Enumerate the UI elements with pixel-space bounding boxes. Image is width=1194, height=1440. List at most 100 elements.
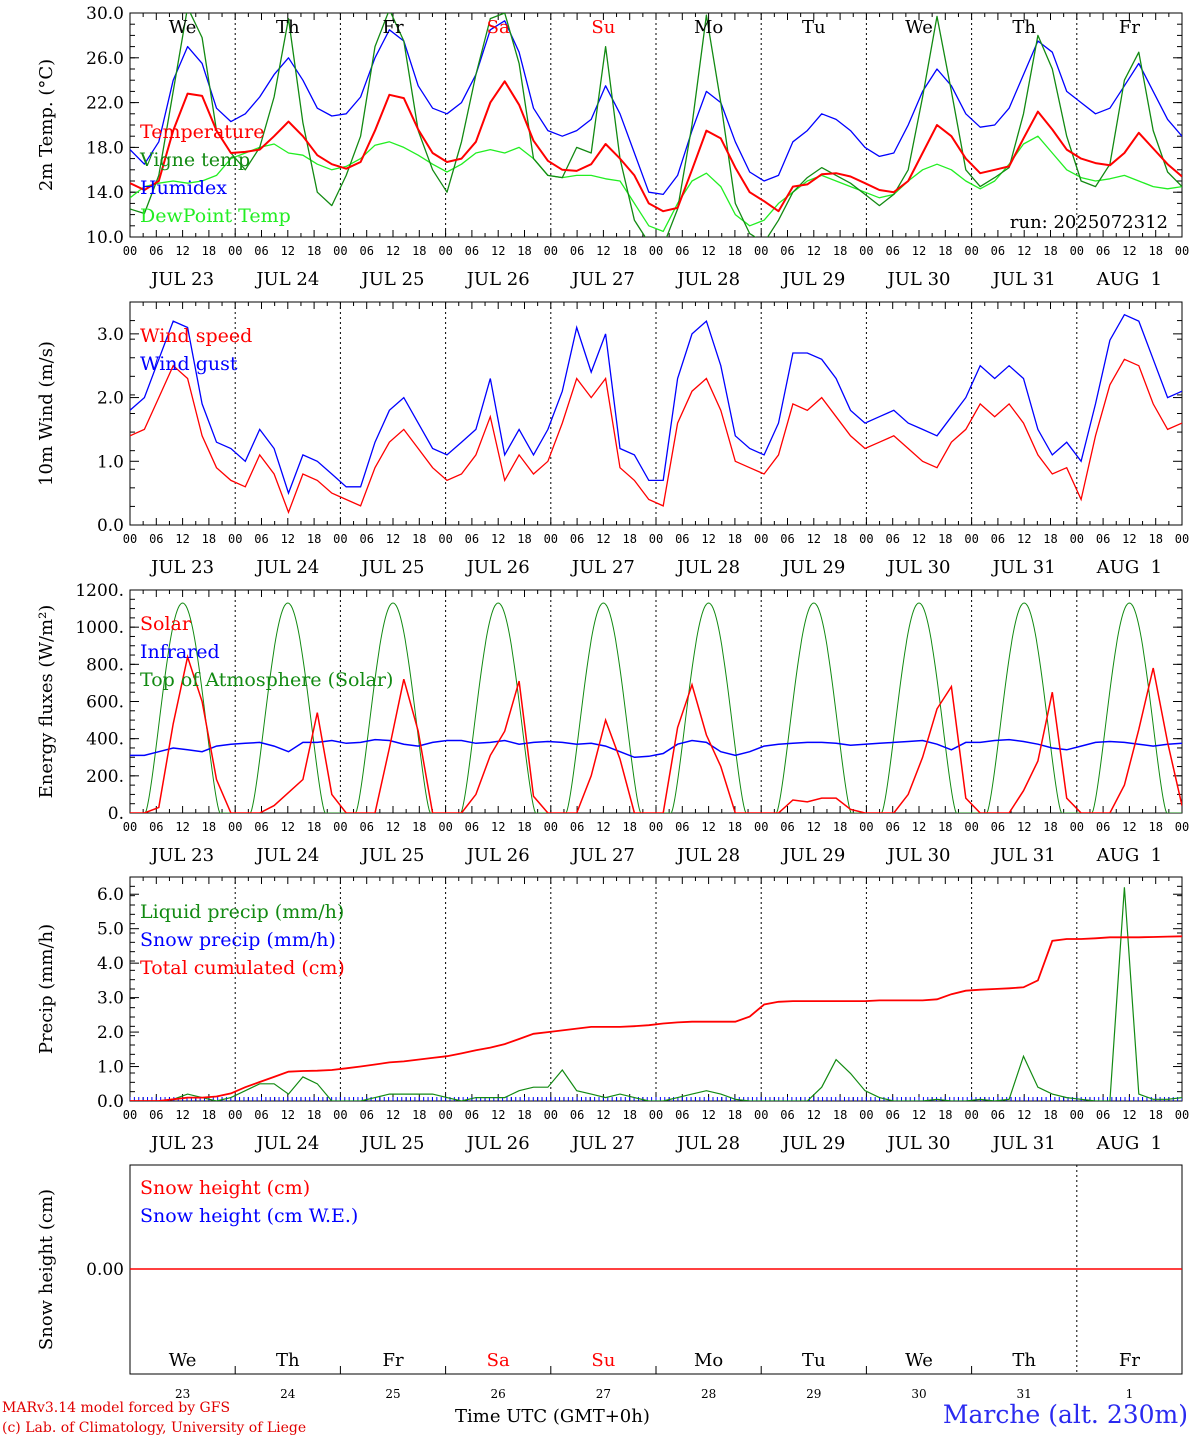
y-tick-label: 0.0 xyxy=(97,1092,124,1112)
y-axis-label: Energy fluxes (W/m²) xyxy=(36,605,57,799)
day-label: JUL 31 xyxy=(991,269,1056,290)
hour-tick-label: 00 xyxy=(964,244,978,258)
legend-entry: DewPoint Temp xyxy=(140,205,291,227)
hour-tick-label: 12 xyxy=(1017,1108,1031,1122)
hour-tick-label: 12 xyxy=(281,820,295,834)
hour-tick-label: 06 xyxy=(1096,820,1110,834)
hour-tick-label: 00 xyxy=(964,532,978,546)
hour-tick-label: 18 xyxy=(412,532,426,546)
weekday-label: We xyxy=(905,1350,933,1371)
legend-entry: Total cumulated (cm) xyxy=(140,957,345,979)
day-label: JUL 28 xyxy=(675,557,740,578)
hour-tick-label: 06 xyxy=(1096,532,1110,546)
hour-tick-label: 06 xyxy=(780,532,794,546)
weekday-label: Th xyxy=(276,17,300,38)
weekday-label: Mo xyxy=(694,17,723,38)
y-tick-label: 4.0 xyxy=(97,954,124,974)
series-line-top-of-atmosphere xyxy=(130,602,1182,813)
hour-tick-label: 12 xyxy=(807,532,821,546)
y-tick-label: 3.0 xyxy=(97,325,124,345)
hour-tick-label: 12 xyxy=(491,244,505,258)
hour-tick-label: 18 xyxy=(1043,244,1057,258)
hour-tick-label: 06 xyxy=(465,532,479,546)
day-label: JUL 23 xyxy=(149,845,214,866)
day-label: JUL 31 xyxy=(991,845,1056,866)
y-axis-label: Precip (mm/h) xyxy=(36,924,57,1054)
day-label: JUL 31 xyxy=(991,1133,1056,1154)
hour-tick-label: 12 xyxy=(596,244,610,258)
hour-tick-label: 12 xyxy=(912,1108,926,1122)
day-number-label: 27 xyxy=(596,1387,611,1401)
weekday-label: Su xyxy=(591,1350,615,1371)
day-label: JUL 29 xyxy=(780,1133,845,1154)
hour-tick-label: 06 xyxy=(885,1108,899,1122)
day-number-label: 23 xyxy=(175,1387,190,1401)
hour-tick-label: 00 xyxy=(649,244,663,258)
day-number-label: 24 xyxy=(280,1387,296,1401)
hour-tick-label: 06 xyxy=(1096,244,1110,258)
hour-tick-label: 00 xyxy=(333,820,347,834)
temp-series-group xyxy=(130,13,1182,237)
series-line-solar xyxy=(130,654,1182,813)
hour-tick-label: 06 xyxy=(570,820,584,834)
series-line-wind-gust xyxy=(130,313,1182,496)
day-label: JUL 24 xyxy=(254,557,319,578)
legend-entry: Solar xyxy=(140,613,192,635)
hour-tick-label: 18 xyxy=(202,532,216,546)
weekday-label: Th xyxy=(1012,17,1036,38)
hour-tick-label: 12 xyxy=(386,244,400,258)
series-line-wind-speed xyxy=(130,358,1182,515)
weekday-label: Th xyxy=(1012,1350,1036,1371)
hour-tick-label: 00 xyxy=(438,1108,452,1122)
hour-tick-label: 18 xyxy=(412,244,426,258)
hour-tick-label: 06 xyxy=(570,244,584,258)
hour-tick-label: 18 xyxy=(833,532,847,546)
day-label: JUL 23 xyxy=(149,557,214,578)
day-label: JUL 27 xyxy=(570,1133,635,1154)
hour-tick-label: 00 xyxy=(438,532,452,546)
y-tick-label: 14.0 xyxy=(86,183,124,203)
hour-tick-label: 00 xyxy=(859,532,873,546)
day-label: AUG 1 xyxy=(1096,845,1162,866)
legend-entry: Wind gust xyxy=(140,353,238,375)
hour-tick-label: 06 xyxy=(465,1108,479,1122)
hour-tick-label: 00 xyxy=(1070,532,1084,546)
hour-tick-label: 00 xyxy=(544,820,558,834)
day-label: JUL 23 xyxy=(149,1133,214,1154)
hour-tick-label: 00 xyxy=(228,820,242,834)
hour-tick-label: 06 xyxy=(675,1108,689,1122)
hour-tick-label: 06 xyxy=(991,244,1005,258)
hour-tick-label: 18 xyxy=(517,820,531,834)
hour-tick-label: 12 xyxy=(1122,820,1136,834)
y-axis-label: Snow height (cm) xyxy=(36,1189,57,1350)
y-tick-label: 1.0 xyxy=(97,452,124,472)
day-number-label: 26 xyxy=(491,1387,506,1401)
hour-tick-label: 00 xyxy=(754,532,768,546)
hour-tick-label: 12 xyxy=(491,820,505,834)
hour-tick-label: 06 xyxy=(254,244,268,258)
hour-tick-label: 00 xyxy=(964,820,978,834)
day-label: JUL 30 xyxy=(886,1133,951,1154)
series-line-total-cumulated-cm- xyxy=(130,935,1182,1101)
hour-tick-label: 18 xyxy=(202,1108,216,1122)
hour-tick-label: 18 xyxy=(728,820,742,834)
day-label: JUL 25 xyxy=(360,845,425,866)
hour-tick-label: 18 xyxy=(622,244,636,258)
day-label: JUL 28 xyxy=(675,845,740,866)
day-label: JUL 25 xyxy=(360,269,425,290)
y-tick-label: 10.0 xyxy=(86,228,124,248)
hour-tick-label: 06 xyxy=(675,244,689,258)
hour-tick-label: 12 xyxy=(491,1108,505,1122)
legend-entry: Wind speed xyxy=(140,325,252,347)
day-number-label: 28 xyxy=(701,1387,716,1401)
energy-series-group xyxy=(130,602,1182,813)
hour-tick-label: 12 xyxy=(596,1108,610,1122)
legend-entry: Vigne temp xyxy=(139,149,250,171)
y-tick-label: 0.00 xyxy=(86,1260,124,1280)
hour-tick-label: 12 xyxy=(1017,820,1031,834)
day-label: JUL 24 xyxy=(254,845,319,866)
day-label: JUL 25 xyxy=(360,557,425,578)
weekday-label: Sa xyxy=(487,17,510,38)
hour-tick-label: 18 xyxy=(1148,1108,1162,1122)
